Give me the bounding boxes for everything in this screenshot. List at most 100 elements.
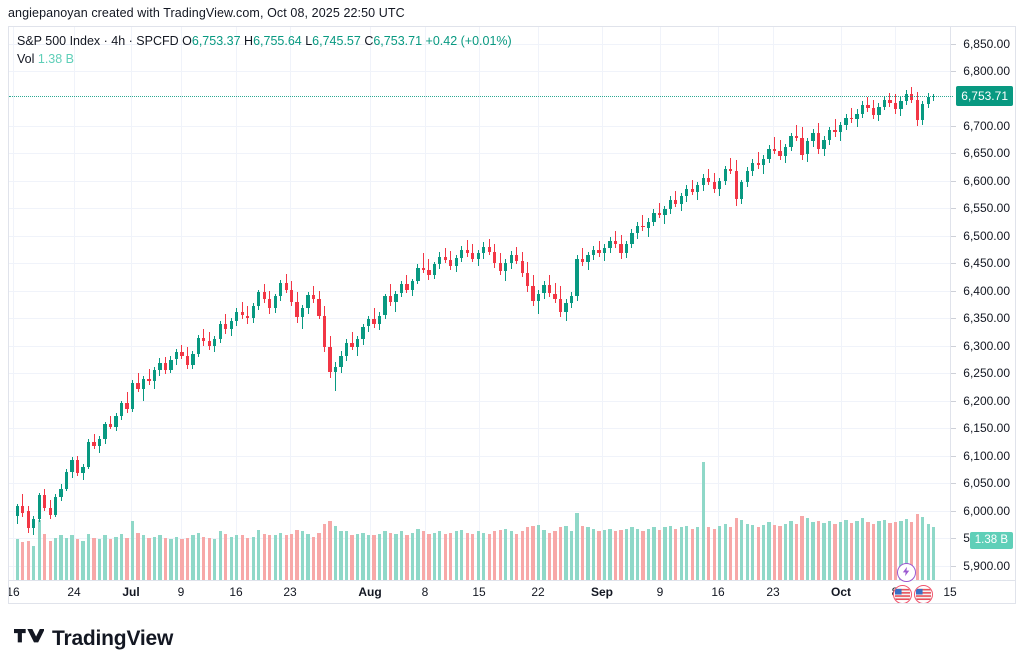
candle-wick bbox=[851, 108, 852, 124]
candle-body bbox=[602, 247, 607, 254]
volume-bar bbox=[575, 512, 579, 582]
price-tick-label: 6,450.00 bbox=[963, 256, 1010, 271]
candle-body bbox=[827, 130, 832, 140]
volume-bar bbox=[569, 530, 574, 582]
time-axis[interactable]: 1624Jul91623Aug81522Sep91623Oct815 bbox=[9, 580, 1015, 603]
grid-line-vertical bbox=[895, 27, 896, 582]
candle-body bbox=[487, 246, 491, 253]
price-tick bbox=[951, 43, 956, 45]
candle-body bbox=[844, 117, 848, 125]
current-volume-badge[interactable]: 1.38 B bbox=[969, 532, 1013, 549]
candle-body bbox=[465, 249, 469, 254]
candle-wick bbox=[428, 258, 430, 280]
candle-body bbox=[15, 506, 19, 517]
volume-bar bbox=[377, 533, 382, 582]
volume-bar bbox=[185, 537, 190, 582]
volume-bar bbox=[147, 537, 151, 582]
volume-bar bbox=[707, 527, 711, 582]
volume-bar bbox=[613, 531, 618, 582]
candle-body bbox=[344, 343, 349, 356]
grid-line-vertical bbox=[773, 27, 774, 582]
candle-body bbox=[899, 101, 903, 110]
candle-body bbox=[525, 273, 530, 287]
candle-body bbox=[317, 299, 321, 316]
candle-body bbox=[59, 488, 63, 497]
volume-bar bbox=[504, 528, 508, 582]
candle-body bbox=[882, 99, 887, 107]
grid-line-horizontal bbox=[9, 455, 953, 457]
volume-bar bbox=[251, 536, 255, 582]
grid-line-vertical bbox=[370, 27, 371, 582]
current-price-badge[interactable]: 6,753.71 bbox=[956, 86, 1013, 107]
candle-body bbox=[624, 244, 629, 254]
volume-bar bbox=[586, 527, 590, 582]
candle-body bbox=[608, 241, 612, 248]
grid-line-horizontal bbox=[9, 538, 953, 539]
us-flag-badge-2[interactable] bbox=[914, 585, 933, 603]
candle-body bbox=[761, 158, 766, 166]
volume-bar bbox=[15, 539, 19, 582]
lightning-badge[interactable] bbox=[897, 563, 916, 582]
price-tick-label: 5,900.00 bbox=[963, 558, 1010, 573]
chart-legend: S&P 500 Index · 4h · SPCFD O6,753.37 H6,… bbox=[17, 33, 512, 67]
candle-wick bbox=[730, 157, 732, 175]
legend-symbol[interactable]: S&P 500 Index · 4h · SPCFD bbox=[17, 34, 179, 48]
volume-bar bbox=[515, 533, 519, 582]
candle-body bbox=[322, 315, 327, 347]
floating-badges bbox=[893, 563, 949, 603]
candle-body bbox=[70, 460, 74, 473]
volume-bar bbox=[240, 535, 244, 582]
grid-line-vertical bbox=[841, 27, 842, 582]
volume-bar bbox=[888, 522, 892, 582]
volume-bar bbox=[471, 533, 475, 582]
volume-bar bbox=[525, 527, 530, 582]
grid-line-horizontal bbox=[9, 373, 953, 375]
grid-line-horizontal bbox=[9, 153, 953, 155]
legend-low-label: L bbox=[305, 34, 313, 48]
candle-wick bbox=[642, 214, 644, 232]
price-tick-label: 6,200.00 bbox=[963, 393, 1010, 408]
candle-body bbox=[696, 185, 700, 192]
legend-close-label: C bbox=[364, 34, 374, 48]
price-tick bbox=[951, 263, 956, 265]
volume-bar bbox=[295, 529, 299, 582]
volume-bar bbox=[388, 532, 393, 582]
price-tick-label: 6,650.00 bbox=[963, 146, 1010, 161]
volume-bar bbox=[866, 521, 870, 582]
volume-bar bbox=[97, 538, 102, 582]
candle-wick bbox=[373, 308, 375, 329]
us-flag-badge-1[interactable] bbox=[893, 585, 912, 603]
volume-bar bbox=[394, 533, 398, 582]
volume-bar bbox=[103, 534, 107, 582]
candle-body bbox=[427, 269, 431, 276]
candle-wick bbox=[582, 247, 583, 266]
candle-body bbox=[169, 359, 173, 370]
grid-line-horizontal bbox=[9, 71, 953, 72]
candle-wick bbox=[126, 392, 128, 413]
candle-body bbox=[553, 293, 557, 299]
candle-body bbox=[926, 97, 930, 104]
grid-line-horizontal bbox=[9, 180, 953, 182]
price-tick bbox=[951, 153, 956, 155]
volume-bar bbox=[224, 533, 228, 582]
candle-body bbox=[136, 383, 140, 389]
candle-body bbox=[361, 326, 365, 340]
price-axis[interactable]: 6,850.00 6,800.00 6,700.00 6,650.00 6,600.00… bbox=[950, 27, 1015, 582]
candle-body bbox=[372, 319, 376, 324]
candle-body bbox=[43, 495, 47, 508]
candle-wick bbox=[22, 494, 24, 518]
time-tick-label: Sep bbox=[590, 585, 614, 599]
volume-bar bbox=[509, 531, 513, 582]
candle-body bbox=[229, 321, 233, 330]
price-tick bbox=[951, 373, 956, 375]
candle-body bbox=[64, 472, 69, 489]
price-tick-label: 6,850.00 bbox=[963, 36, 1010, 51]
volume-bar bbox=[361, 532, 365, 582]
volume-bar bbox=[772, 524, 777, 582]
price-tick bbox=[951, 208, 956, 210]
volume-bar bbox=[663, 527, 667, 582]
volume-bar bbox=[108, 539, 113, 582]
candle-body bbox=[284, 282, 288, 290]
chart-plot-area[interactable] bbox=[9, 27, 953, 582]
volume-bar bbox=[465, 532, 469, 582]
